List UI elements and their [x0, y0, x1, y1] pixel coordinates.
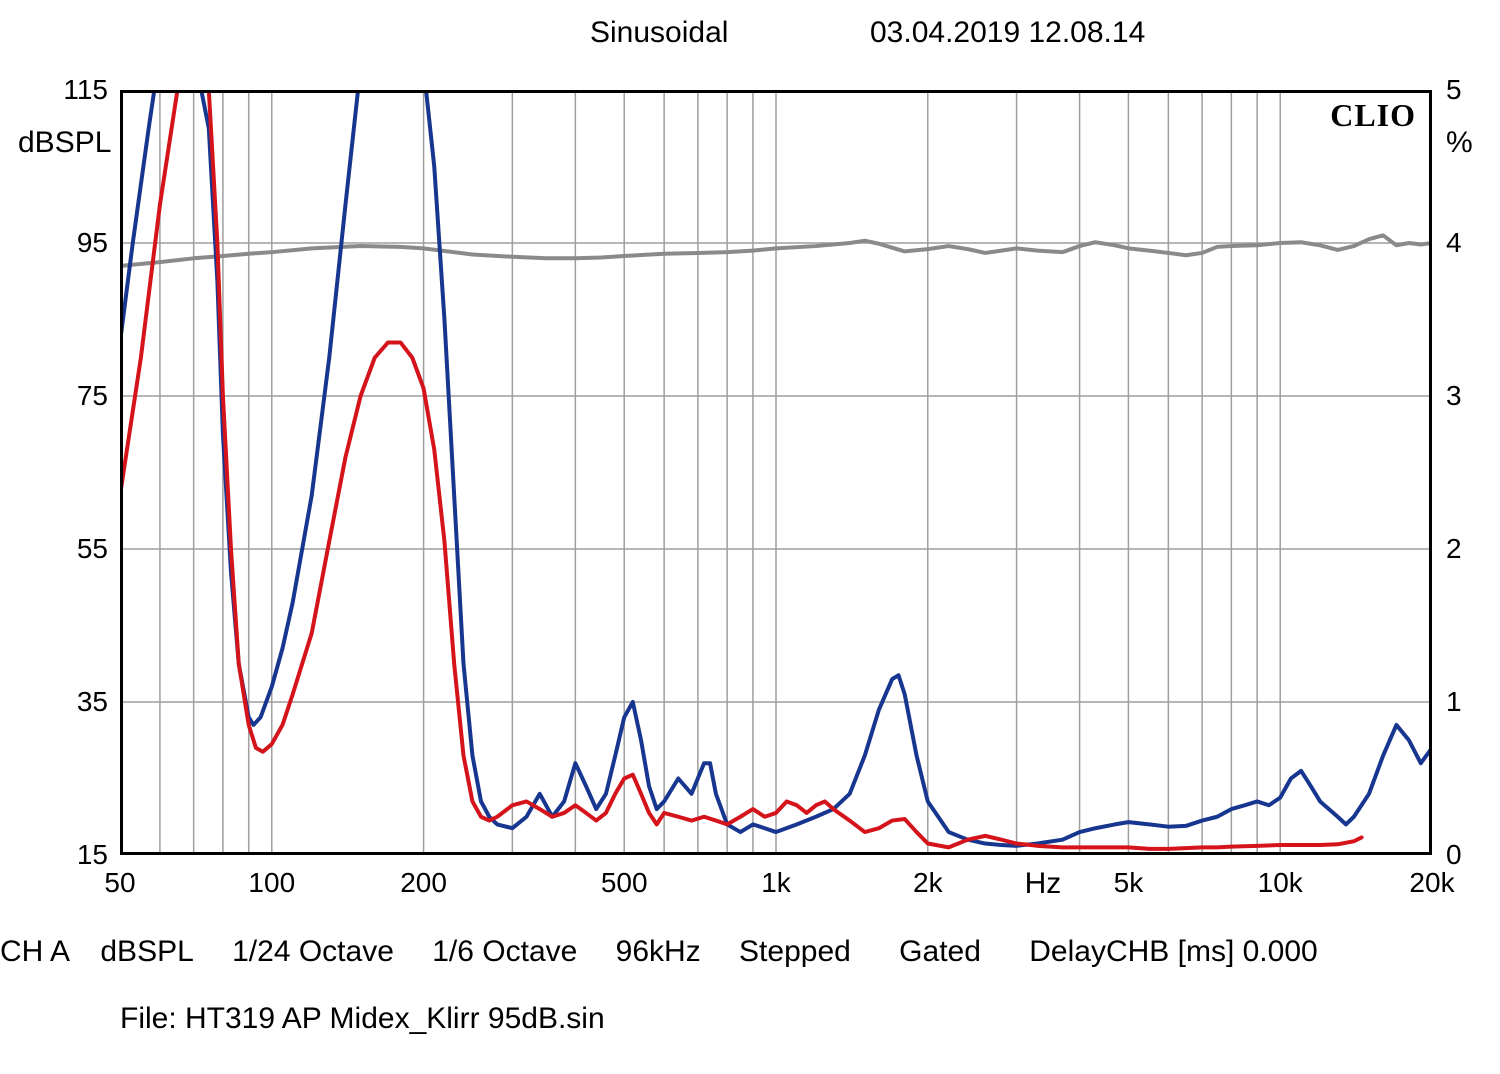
chart-timestamp: 03.04.2019 12.08.14	[870, 16, 1145, 50]
footer-bar: CH A dBSPL 1/24 Octave 1/6 Octave 96kHz …	[0, 935, 1500, 969]
footer-smooth1: 1/24 Octave	[232, 935, 394, 969]
y-left-unit: dBSPL	[18, 126, 111, 160]
chart-grid	[120, 90, 1432, 855]
footer-delay: DelayCHB [ms] 0.000	[1029, 935, 1317, 969]
file-line: File: HT319 AP Midex_Klirr 95dB.sin	[120, 1002, 605, 1036]
brand-label: CLIO	[1330, 97, 1416, 133]
x-axis-unit: Hz	[1025, 867, 1062, 901]
footer-units: dBSPL	[100, 935, 193, 969]
y-right-unit: %	[1446, 126, 1473, 160]
chart-svg: CLIO	[120, 90, 1432, 855]
footer-ch: CH A	[0, 935, 70, 969]
chart-header: Sinusoidal 03.04.2019 12.08.14	[0, 10, 1500, 60]
clio-measurement-window: Sinusoidal 03.04.2019 12.08.14 dBSPL % C…	[0, 0, 1500, 1074]
series-dist-red	[120, 90, 1362, 849]
footer-smooth2: 1/6 Octave	[432, 935, 577, 969]
footer-mode2: Gated	[899, 935, 981, 969]
chart-title: Sinusoidal	[590, 16, 728, 50]
chart-plot: CLIO	[120, 90, 1432, 855]
footer-fs: 96kHz	[616, 935, 701, 969]
footer-mode1: Stepped	[739, 935, 851, 969]
